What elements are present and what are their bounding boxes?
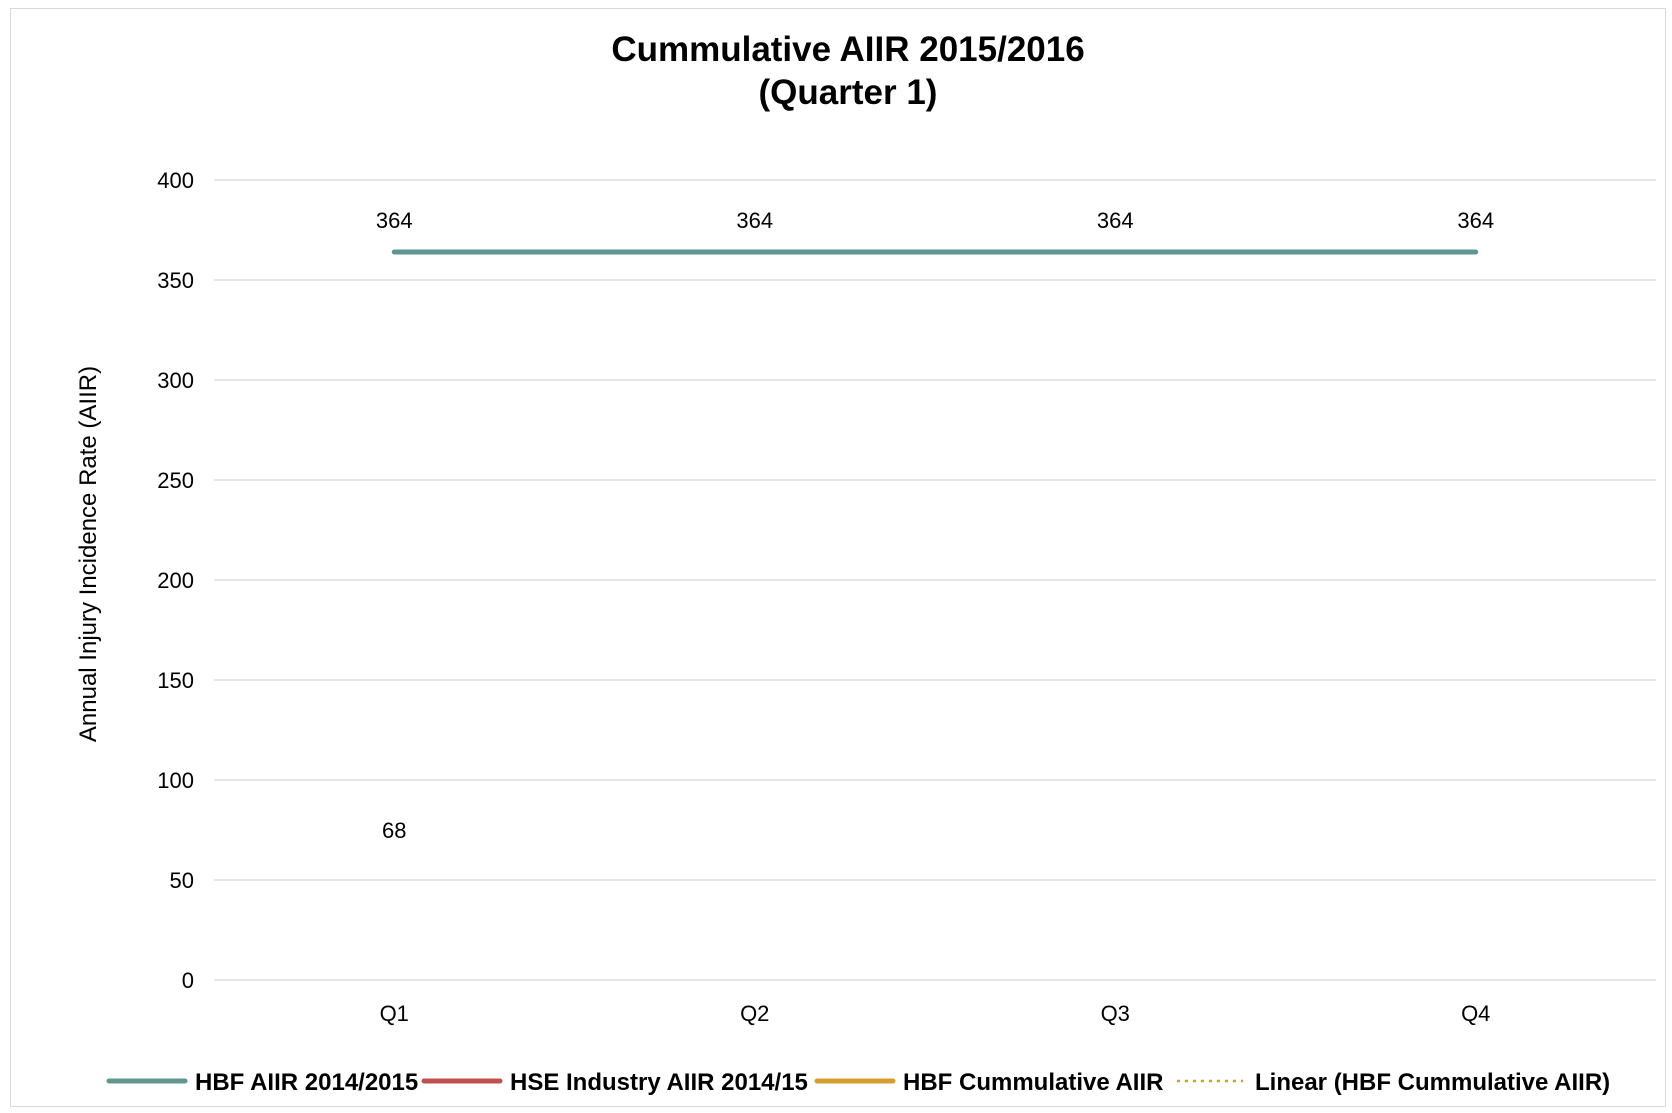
y-tick-label: 100: [157, 768, 194, 793]
y-tick-label: 400: [157, 168, 194, 193]
chart-title-line1: Cummulative AIIR 2015/2016: [611, 30, 1084, 69]
y-axis-ticks: 0 50 100 150 200 250 300 350 400: [157, 168, 194, 993]
gridlines: [214, 179, 1656, 981]
legend-label: HSE Industry AIIR 2014/15: [510, 1069, 808, 1096]
data-label: 364: [1097, 208, 1134, 233]
legend: HBF AIIR 2014/2015 HSE Industry AIIR 2014…: [106, 1069, 1610, 1096]
y-tick-label: 350: [157, 268, 194, 293]
x-tick-label: Q1: [380, 1001, 409, 1026]
data-label: 364: [736, 208, 773, 233]
legend-label: HBF AIIR 2014/2015: [195, 1069, 418, 1096]
chart-canvas: Cummulative AIIR 2015/2016 (Quarter 1) A…: [75, 30, 1656, 1096]
data-label: 68: [382, 818, 406, 843]
y-axis-label: Annual Injury Incidence Rate (AIIR): [75, 366, 102, 742]
y-tick-label: 200: [157, 568, 194, 593]
y-tick-label: 150: [157, 668, 194, 693]
x-tick-label: Q2: [740, 1001, 769, 1026]
legend-label: HBF Cummulative AIIR: [903, 1069, 1163, 1096]
chart-frame: Cummulative AIIR 2015/2016 (Quarter 1) A…: [10, 8, 1666, 1107]
legend-label: Linear (HBF Cummulative AIIR): [1255, 1069, 1610, 1096]
y-tick-label: 0: [182, 968, 194, 993]
y-tick-label: 300: [157, 368, 194, 393]
data-label: 364: [376, 208, 413, 233]
y-tick-label: 250: [157, 468, 194, 493]
data-labels: 364 364 364 364 68: [376, 208, 1494, 843]
x-tick-label: Q3: [1101, 1001, 1130, 1026]
y-tick-label: 50: [170, 868, 194, 893]
data-label: 364: [1457, 208, 1494, 233]
x-axis-ticks: Q1 Q2 Q3 Q4: [380, 1001, 1491, 1026]
chart-title-line2: (Quarter 1): [759, 73, 938, 112]
x-tick-label: Q4: [1461, 1001, 1490, 1026]
